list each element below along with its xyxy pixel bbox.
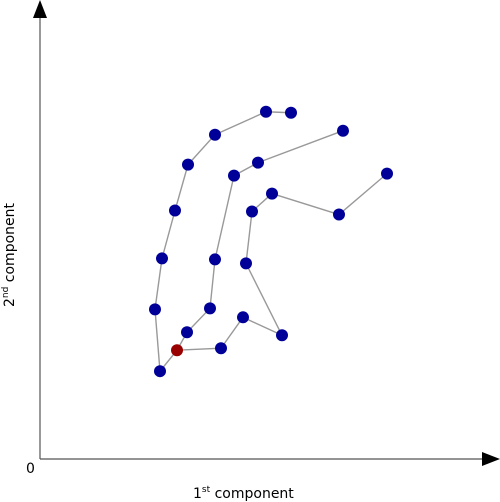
- data-point: [149, 303, 161, 316]
- data-point: [240, 257, 252, 270]
- x-axis-arrowhead: [482, 452, 500, 466]
- y-axis-label-sup: nd: [1, 287, 11, 298]
- data-point: [182, 158, 194, 171]
- data-point: [285, 106, 297, 119]
- data-point: [381, 167, 393, 180]
- data-point: [333, 208, 345, 221]
- data-point: [169, 204, 181, 217]
- trajectory-line-3: [176, 173, 388, 351]
- trajectory-line-1: [154, 111, 292, 373]
- x-axis-label: 1st component: [193, 485, 294, 502]
- x-axis-label-sup: st: [202, 485, 211, 495]
- data-point: [246, 205, 258, 218]
- data-point: [156, 252, 168, 265]
- start-point: [171, 344, 183, 357]
- data-point: [228, 169, 240, 182]
- data-point: [276, 329, 288, 342]
- y-axis-label: 2nd component: [1, 202, 18, 307]
- data-point: [181, 326, 193, 339]
- data-point: [209, 128, 221, 141]
- data-point: [266, 187, 278, 200]
- data-point: [204, 302, 216, 315]
- data-point: [209, 253, 221, 266]
- y-axis-label-prefix: 2: [2, 298, 18, 307]
- origin-label: 0: [26, 461, 35, 477]
- x-axis-label-suffix: component: [210, 486, 294, 502]
- data-point: [260, 105, 272, 118]
- data-point: [237, 311, 249, 324]
- data-point: [337, 124, 349, 137]
- y-axis-arrowhead: [33, 0, 47, 18]
- data-points: [149, 105, 393, 378]
- data-point: [154, 365, 166, 378]
- x-axis-label-prefix: 1: [193, 486, 202, 502]
- data-point: [215, 342, 227, 355]
- y-axis-label-suffix: component: [2, 202, 18, 286]
- data-point: [252, 156, 264, 169]
